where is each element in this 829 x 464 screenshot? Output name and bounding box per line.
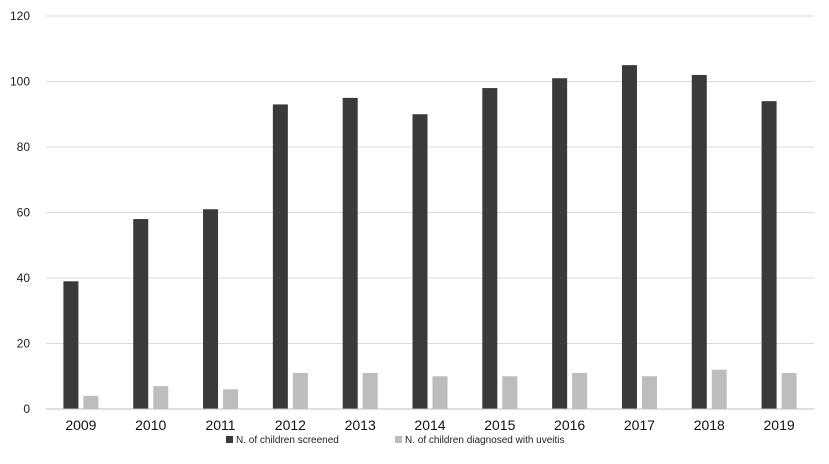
bar-uveitis <box>641 376 657 409</box>
bar-screened <box>412 114 428 409</box>
x-axis: 2009 2010 2011 2012 2013 2014 2015 2016 2017 2018… <box>46 408 814 433</box>
bar-screened <box>342 97 358 409</box>
x-tick-label: 2009 <box>65 417 96 433</box>
bar-screened <box>621 65 637 409</box>
bar-screened <box>482 88 498 410</box>
bar-screened <box>761 101 777 410</box>
y-tick-label: 120 <box>10 9 30 23</box>
y-tick-label: 60 <box>17 206 31 220</box>
bar-uveitis <box>292 372 308 409</box>
bar-uveitis <box>781 372 797 409</box>
bar-uveitis <box>572 372 588 409</box>
x-tick-label: 2013 <box>345 417 376 433</box>
x-tick-label: 2019 <box>764 417 795 433</box>
legend-label: N. of children diagnosed with uveitis <box>405 435 565 446</box>
y-tick-label: 80 <box>17 140 31 154</box>
bar-screened <box>63 281 79 409</box>
bar-uveitis <box>711 369 727 409</box>
bar-screened <box>133 219 149 409</box>
bar-uveitis <box>223 389 239 409</box>
bars <box>63 65 797 410</box>
x-tick-label: 2010 <box>135 417 166 433</box>
bar-screened <box>272 104 288 410</box>
x-tick-label: 2016 <box>554 417 585 433</box>
y-axis: 0 20 40 60 80 100 120 <box>10 9 30 416</box>
bar-uveitis <box>362 372 378 409</box>
x-tick-label: 2011 <box>205 417 235 433</box>
x-tick-label: 2012 <box>275 417 306 433</box>
bar-screened <box>552 78 568 409</box>
x-tick-label: 2018 <box>694 417 725 433</box>
x-tick-label: 2017 <box>624 417 655 433</box>
bar-uveitis <box>83 395 99 409</box>
gridlines <box>46 15 814 344</box>
bar-uveitis <box>153 386 169 409</box>
y-tick-label: 40 <box>17 271 31 285</box>
legend-label: N. of children screened <box>236 435 339 446</box>
bar-screened <box>691 74 707 409</box>
y-tick-label: 0 <box>23 402 30 416</box>
legend-swatch-screened <box>226 436 233 443</box>
x-tick-label: 2014 <box>414 417 445 433</box>
bar-uveitis <box>502 376 518 409</box>
bar-uveitis <box>432 376 448 409</box>
x-tick-label: 2015 <box>484 417 515 433</box>
y-tick-label: 100 <box>10 75 30 89</box>
legend-swatch-uveitis <box>395 436 402 443</box>
y-tick-label: 20 <box>17 337 31 351</box>
bar-screened <box>203 209 219 409</box>
legend: N. of children screened N. of children di… <box>226 435 565 446</box>
